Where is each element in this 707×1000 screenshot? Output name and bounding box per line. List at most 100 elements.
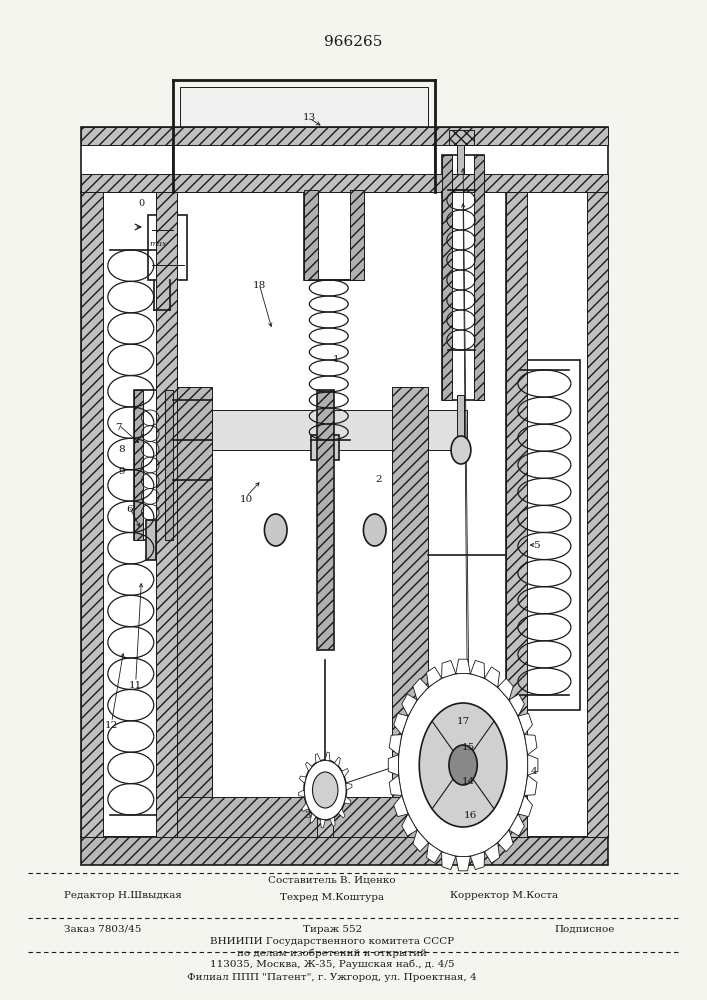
Bar — [304, 190, 318, 280]
Bar — [442, 155, 484, 400]
Text: 12: 12 — [105, 720, 118, 730]
Bar — [177, 387, 212, 837]
Polygon shape — [346, 783, 352, 790]
Polygon shape — [518, 713, 532, 735]
Text: 4: 4 — [530, 768, 537, 776]
Bar — [177, 797, 435, 837]
Polygon shape — [298, 790, 305, 797]
Bar — [311, 435, 339, 460]
Polygon shape — [320, 819, 325, 828]
Text: 1: 1 — [333, 356, 340, 364]
Polygon shape — [484, 667, 500, 687]
Circle shape — [419, 703, 507, 827]
Polygon shape — [525, 775, 537, 795]
Text: 8: 8 — [118, 446, 125, 454]
Text: 5: 5 — [533, 540, 540, 550]
Polygon shape — [509, 814, 525, 836]
Text: 16: 16 — [464, 810, 477, 820]
Bar — [304, 190, 364, 280]
Polygon shape — [339, 809, 345, 818]
Bar — [148, 215, 187, 280]
Text: 13: 13 — [303, 113, 315, 122]
Bar — [81, 192, 103, 837]
Bar — [81, 127, 608, 192]
Bar — [587, 192, 608, 837]
Text: 113035, Москва, Ж-35, Раушская наб., д. 4/5: 113035, Москва, Ж-35, Раушская наб., д. … — [210, 959, 455, 969]
Bar — [449, 130, 474, 145]
Bar — [81, 174, 608, 192]
Text: Подписное: Подписное — [555, 924, 615, 934]
Polygon shape — [334, 757, 340, 767]
Bar — [81, 837, 608, 865]
Bar — [177, 192, 506, 837]
Bar — [506, 192, 527, 837]
Circle shape — [449, 745, 477, 785]
Bar — [457, 395, 464, 440]
Text: Филиал ППП "Патент", г. Ужгород, ул. Проектная, 4: Филиал ППП "Патент", г. Ужгород, ул. Про… — [187, 974, 477, 982]
Text: Корректор М.Коста: Корректор М.Коста — [450, 890, 559, 900]
Polygon shape — [426, 667, 442, 687]
Bar — [317, 390, 334, 650]
Polygon shape — [456, 659, 470, 674]
Text: 18: 18 — [253, 280, 266, 290]
Text: 6: 6 — [126, 506, 133, 514]
Text: ВНИИПИ Государственного комитета СССР: ВНИИПИ Государственного комитета СССР — [210, 936, 455, 946]
Text: 966265: 966265 — [325, 35, 382, 49]
Polygon shape — [344, 797, 351, 804]
Polygon shape — [305, 762, 312, 771]
Bar — [317, 789, 333, 837]
Text: Техред М.Коштура: Техред М.Коштура — [280, 893, 385, 902]
Polygon shape — [456, 856, 470, 871]
Bar — [212, 410, 467, 450]
Polygon shape — [394, 713, 408, 735]
Text: Составитель В. Иценко: Составитель В. Иценко — [269, 876, 396, 885]
Text: по делам изобретений и открытий: по делам изобретений и открытий — [238, 948, 427, 958]
Polygon shape — [341, 769, 349, 777]
Text: 10: 10 — [240, 495, 252, 504]
Bar — [134, 390, 173, 540]
Text: 17: 17 — [457, 718, 469, 726]
Polygon shape — [413, 678, 428, 700]
Bar — [156, 192, 177, 837]
Text: 9: 9 — [118, 468, 125, 477]
Polygon shape — [470, 660, 484, 678]
Polygon shape — [300, 776, 306, 783]
Circle shape — [264, 514, 287, 546]
Bar — [506, 192, 608, 837]
Polygon shape — [426, 843, 442, 863]
Polygon shape — [330, 817, 335, 826]
Polygon shape — [302, 803, 309, 811]
Polygon shape — [442, 660, 456, 678]
Text: 3: 3 — [304, 810, 311, 820]
Bar — [449, 130, 474, 145]
Text: Тираж 552: Тираж 552 — [303, 924, 362, 934]
Text: 15: 15 — [462, 742, 474, 752]
Bar — [146, 520, 156, 560]
Bar — [81, 127, 608, 145]
Polygon shape — [402, 814, 417, 836]
Polygon shape — [484, 843, 500, 863]
Bar — [165, 390, 173, 540]
Text: max: max — [149, 240, 168, 248]
Polygon shape — [498, 678, 513, 700]
Polygon shape — [509, 694, 525, 716]
Polygon shape — [394, 795, 408, 817]
Polygon shape — [525, 735, 537, 755]
Text: Редактор Н.Швыдкая: Редактор Н.Швыдкая — [64, 890, 182, 900]
Circle shape — [304, 760, 346, 820]
Polygon shape — [527, 755, 538, 775]
Polygon shape — [389, 775, 402, 795]
Polygon shape — [413, 830, 428, 852]
Text: Заказ 7803/45: Заказ 7803/45 — [64, 924, 141, 934]
Bar — [442, 155, 452, 400]
Bar — [317, 789, 333, 837]
Bar — [457, 140, 464, 190]
Bar — [392, 387, 428, 837]
Bar — [81, 192, 177, 837]
Text: 0: 0 — [139, 200, 144, 209]
Polygon shape — [498, 830, 513, 852]
Polygon shape — [310, 813, 316, 823]
Polygon shape — [389, 735, 402, 755]
Polygon shape — [442, 852, 456, 870]
Text: 14: 14 — [462, 778, 474, 786]
